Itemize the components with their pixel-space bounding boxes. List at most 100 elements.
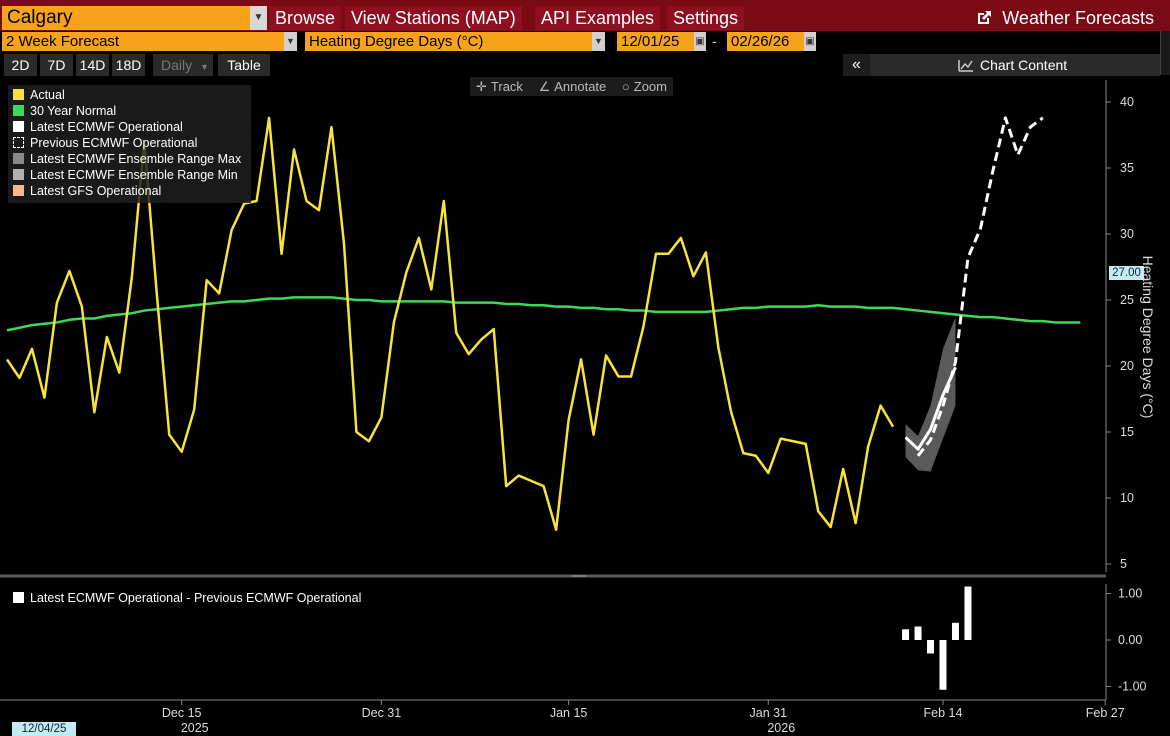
legend-swatch bbox=[13, 105, 24, 116]
browse-button[interactable]: Browse bbox=[269, 6, 342, 30]
legend-item-latest-ecmwf[interactable]: Latest ECMWF Operational bbox=[13, 120, 183, 135]
diff-bar bbox=[927, 640, 935, 654]
weather-forecasts-label: Weather Forecasts bbox=[1002, 8, 1154, 28]
api-examples-button[interactable]: API Examples bbox=[535, 6, 661, 30]
legend-swatch bbox=[13, 592, 24, 603]
diff-bars bbox=[902, 586, 972, 690]
legend-item-normal[interactable]: 30 Year Normal bbox=[13, 104, 116, 119]
legend-item-ensemble-min[interactable]: Latest ECMWF Ensemble Range Min bbox=[13, 168, 238, 183]
collapse-icon[interactable]: « bbox=[843, 54, 870, 76]
legend-label: Latest ECMWF Ensemble Range Max bbox=[30, 152, 242, 166]
legend-item-actual[interactable]: Actual bbox=[13, 88, 65, 103]
lower-y-tick-label: 1.00 bbox=[1118, 587, 1142, 601]
frequency-label: Daily bbox=[161, 57, 193, 73]
metric-select[interactable]: Heating Degree Days (°C) bbox=[305, 32, 592, 51]
track-tool[interactable]: ✛ Track bbox=[470, 77, 529, 96]
lower-y-tick-label: -1.00 bbox=[1118, 680, 1147, 694]
end-calendar-icon[interactable]: ▣ bbox=[804, 32, 816, 51]
x-tick-label: Dec 15 bbox=[162, 706, 202, 720]
y-tick-label: 30 bbox=[1120, 227, 1134, 241]
chart-content-button[interactable]: Chart Content bbox=[870, 54, 1160, 76]
legend-swatch bbox=[13, 137, 24, 148]
chart-content-label: Chart Content bbox=[980, 57, 1068, 73]
x-year-label: 2025 bbox=[181, 721, 209, 735]
x-tick-label: Dec 31 bbox=[362, 706, 402, 720]
normal-line bbox=[6, 296, 1081, 332]
settings-button[interactable]: Settings bbox=[667, 6, 745, 30]
title-bar: Calgary ▼ Browse View Stations (MAP) API… bbox=[0, 0, 1170, 31]
date-separator: - bbox=[712, 33, 717, 49]
zoom-tool[interactable]: ○ Zoom bbox=[616, 77, 673, 96]
legend-label: Actual bbox=[30, 88, 65, 102]
zoom-label: Zoom bbox=[633, 79, 667, 94]
chart-tools-bar: ✛ Track ∠ Annotate ○ Zoom bbox=[470, 77, 673, 96]
view-stations-button[interactable]: View Stations (MAP) bbox=[345, 6, 522, 30]
weather-forecasts-link[interactable]: Weather Forecasts bbox=[976, 6, 1154, 30]
series-lines bbox=[5, 116, 1081, 531]
y-tick-label: 25 bbox=[1120, 293, 1134, 307]
diff-bar bbox=[902, 629, 910, 640]
location-select[interactable]: Calgary bbox=[2, 6, 250, 30]
diff-bar bbox=[964, 586, 972, 640]
annotate-tool[interactable]: ∠ Annotate bbox=[533, 77, 613, 96]
location-dropdown-icon[interactable]: ▼ bbox=[250, 6, 267, 30]
previous-ecmwf-line bbox=[916, 116, 1044, 457]
legend-swatch bbox=[13, 89, 24, 100]
legend-item-previous-ecmwf[interactable]: Previous ECMWF Operational bbox=[13, 136, 197, 151]
actual-line bbox=[5, 116, 895, 531]
range-18d-button[interactable]: 18D bbox=[112, 54, 145, 76]
x-year-label: 2026 bbox=[767, 721, 795, 735]
start-calendar-icon[interactable]: ▣ bbox=[694, 32, 706, 51]
forecast-dropdown-icon[interactable]: ▼ bbox=[284, 32, 297, 51]
x-tick-label: Feb 14 bbox=[924, 706, 963, 720]
legend-label: Latest ECMWF Ensemble Range Min bbox=[30, 168, 238, 182]
legend-item-ensemble-max[interactable]: Latest ECMWF Ensemble Range Max bbox=[13, 152, 241, 167]
diff-bar bbox=[951, 622, 959, 640]
range-7d-button[interactable]: 7D bbox=[40, 54, 73, 76]
chart-icon bbox=[958, 60, 973, 72]
side-scroll-handle[interactable] bbox=[1160, 31, 1170, 75]
end-date-input[interactable]: 02/26/26 bbox=[727, 32, 804, 51]
frequency-select[interactable]: Daily ▼ bbox=[153, 54, 213, 76]
current-value-tag: 27.00 bbox=[1109, 266, 1144, 280]
diff-bar bbox=[939, 640, 947, 690]
legend-label: Latest GFS Operational bbox=[30, 184, 162, 198]
legend-label: 30 Year Normal bbox=[30, 104, 117, 118]
legend-swatch bbox=[13, 169, 24, 180]
legend-item-gfs[interactable]: Latest GFS Operational bbox=[13, 184, 161, 199]
x-tick-label: Jan 15 bbox=[550, 706, 588, 720]
crosshair-icon: ✛ bbox=[476, 79, 487, 94]
legend-label: Previous ECMWF Operational bbox=[30, 136, 198, 150]
metric-dropdown-icon[interactable]: ▼ bbox=[592, 32, 605, 51]
start-date-input[interactable]: 12/01/25 bbox=[617, 32, 694, 51]
y-tick-label: 15 bbox=[1120, 425, 1134, 439]
range-2d-button[interactable]: 2D bbox=[4, 54, 37, 76]
pencil-icon: ∠ bbox=[538, 79, 551, 94]
x-tick-label: Feb 27 bbox=[1086, 706, 1125, 720]
forecast-select[interactable]: 2 Week Forecast bbox=[2, 32, 284, 51]
y-axis-title: Heating Degree Days (°C) bbox=[1140, 256, 1156, 419]
lower-legend: Latest ECMWF Operational - Previous ECMW… bbox=[8, 588, 378, 610]
legend: Actual 30 Year Normal Latest ECMWF Opera… bbox=[8, 85, 251, 203]
legend-item-diff[interactable]: Latest ECMWF Operational - Previous ECMW… bbox=[13, 591, 361, 606]
range-14d-button[interactable]: 14D bbox=[76, 54, 109, 76]
track-label: Track bbox=[490, 79, 523, 94]
magnifier-icon: ○ bbox=[621, 79, 630, 94]
annotate-label: Annotate bbox=[554, 79, 607, 94]
y-tick-label: 10 bbox=[1120, 491, 1134, 505]
lower-axis: 1.00 0.00 -1.00 bbox=[1105, 584, 1147, 700]
ensemble-range bbox=[905, 317, 956, 472]
table-button[interactable]: Table bbox=[218, 54, 270, 76]
frequency-dropdown-icon: ▼ bbox=[200, 62, 209, 72]
y-tick-label: 40 bbox=[1120, 95, 1134, 109]
diff-bar bbox=[914, 626, 922, 640]
y-tick-label: 5 bbox=[1120, 557, 1127, 571]
legend-swatch bbox=[13, 121, 24, 132]
y-tick-label: 35 bbox=[1120, 161, 1134, 175]
query-bar: 2 Week Forecast ▼ Heating Degree Days (°… bbox=[0, 31, 1170, 52]
upper-axis: 5 10 15 20 25 30 35 40 Heating Degree Days (°C) bbox=[1105, 80, 1156, 572]
legend-label: Latest ECMWF Operational bbox=[30, 120, 183, 134]
range-toolbar: 2D 7D 14D 18D Daily ▼ Table « Chart Cont… bbox=[0, 54, 1170, 76]
current-date-tag: 12/04/25 bbox=[12, 722, 76, 736]
